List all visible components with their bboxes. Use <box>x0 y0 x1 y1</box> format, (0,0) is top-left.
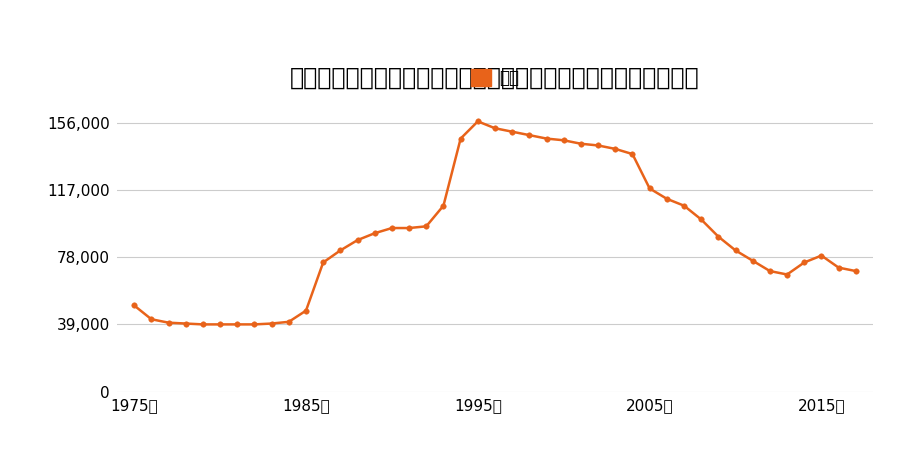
Title: 大分県別府市大字北石垣字川原田１７１４番２の一部の地価推移: 大分県別府市大字北石垣字川原田１７１４番２の一部の地価推移 <box>290 66 700 90</box>
Legend: 価格: 価格 <box>471 69 519 87</box>
